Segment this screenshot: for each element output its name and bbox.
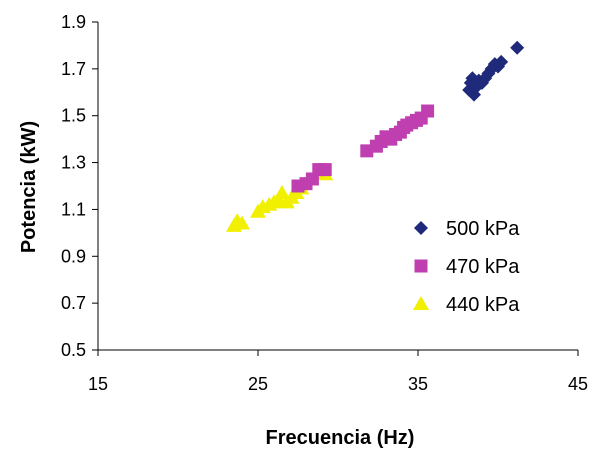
x-axis: 15 25 35 45	[88, 349, 588, 394]
x-tick-label: 35	[408, 374, 428, 394]
legend-label: 500 kPa	[446, 218, 520, 240]
x-axis-title: Frecuencia (Hz)	[266, 427, 415, 449]
y-tick-label: 0.5	[61, 340, 86, 360]
legend-marker-square	[414, 259, 428, 273]
y-tick-label: 0.7	[61, 293, 86, 313]
y-tick-label: 1.7	[61, 59, 86, 79]
series-diamond	[462, 40, 525, 102]
legend-marker-diamond	[414, 221, 428, 235]
y-tick-label: 1.3	[61, 153, 86, 173]
x-tick-label: 15	[88, 374, 108, 394]
data-point	[484, 61, 499, 76]
plot-points	[226, 40, 525, 232]
y-tick-label: 1.9	[61, 12, 86, 32]
y-tick-label: 1.5	[61, 106, 86, 126]
legend-marker-triangle	[413, 296, 429, 310]
legend-label: 470 kPa	[446, 256, 520, 278]
x-tick-label: 45	[568, 374, 588, 394]
data-point	[274, 185, 290, 200]
data-point	[510, 40, 525, 55]
legend-label: 440 kPa	[446, 294, 520, 316]
y-tick-label: 1.1	[61, 199, 86, 219]
y-axis: 0.5 0.7 0.9 1.1 1.3 1.5 1.7 1.9	[61, 12, 99, 360]
legend: 500 kPa 470 kPa 440 kPa	[413, 218, 520, 316]
data-point	[421, 104, 435, 118]
data-point	[318, 163, 332, 177]
data-point	[494, 54, 509, 69]
y-axis-title: Potencia (kW)	[18, 121, 40, 253]
y-tick-label: 0.9	[61, 246, 86, 266]
series-square	[291, 104, 435, 193]
x-tick-label: 25	[248, 374, 268, 394]
data-point	[234, 215, 250, 230]
